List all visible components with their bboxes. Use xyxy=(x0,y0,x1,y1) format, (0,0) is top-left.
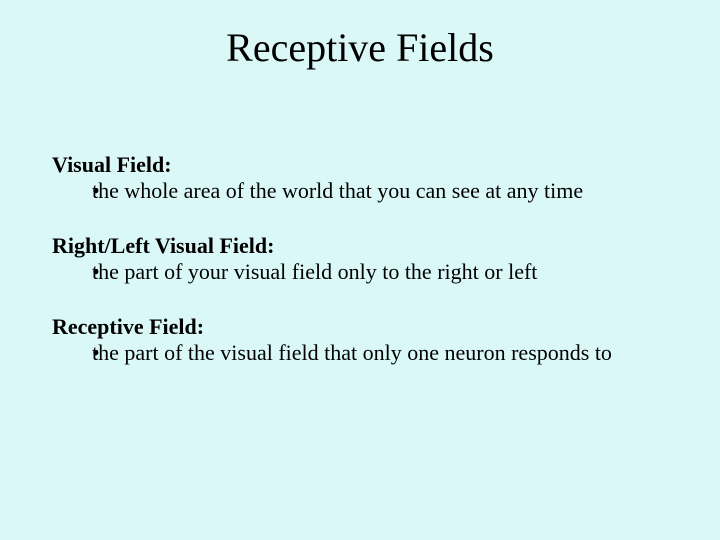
definition-block: Receptive Field: •the part of the visual… xyxy=(52,314,672,367)
definition-text: the whole area of the world that you can… xyxy=(92,178,583,203)
term-label: Receptive Field: xyxy=(52,314,672,340)
slide: Receptive Fields Visual Field: •the whol… xyxy=(0,0,720,540)
term-label: Visual Field: xyxy=(52,152,672,178)
slide-title: Receptive Fields xyxy=(0,24,720,71)
definition-text: the part of your visual field only to th… xyxy=(92,259,537,284)
definition-block: Visual Field: •the whole area of the wor… xyxy=(52,152,672,205)
definition-row: •the whole area of the world that you ca… xyxy=(52,178,672,204)
definition-row: •the part of the visual field that only … xyxy=(52,340,672,366)
term-label: Right/Left Visual Field: xyxy=(52,233,672,259)
definition-block: Right/Left Visual Field: •the part of yo… xyxy=(52,233,672,286)
definition-row: •the part of your visual field only to t… xyxy=(52,259,672,285)
definition-text: the part of the visual field that only o… xyxy=(92,340,612,365)
